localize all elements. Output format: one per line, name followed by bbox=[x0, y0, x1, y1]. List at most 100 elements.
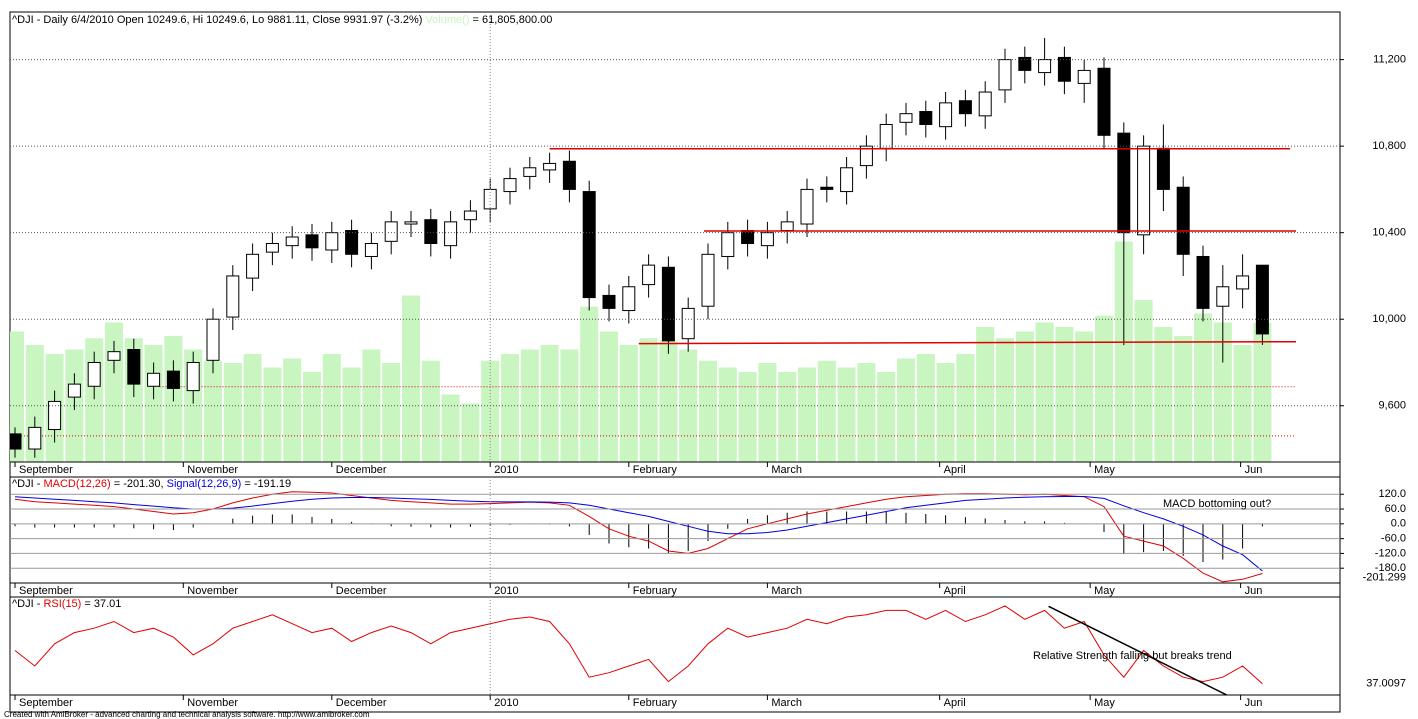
volume-bar bbox=[1114, 241, 1133, 462]
volume-bar bbox=[1075, 331, 1094, 462]
volume-bar bbox=[402, 295, 420, 462]
footer: Created with AmiBroker - advanced charti… bbox=[4, 710, 370, 719]
x-tick-label: November bbox=[187, 585, 238, 597]
y-tick-label: 60.0 bbox=[1385, 503, 1406, 515]
legend-entry: Volume() bbox=[425, 14, 469, 26]
candle-body bbox=[226, 275, 240, 318]
volume-bar bbox=[382, 363, 401, 462]
volume-bar bbox=[263, 367, 282, 462]
x-tick-label: November bbox=[187, 464, 238, 476]
candle-body bbox=[998, 59, 1012, 91]
volume-bar bbox=[600, 331, 618, 462]
candle-body bbox=[879, 124, 893, 149]
x-tick-label: December bbox=[336, 585, 387, 597]
x-tick-label: April bbox=[944, 464, 966, 476]
candle-body bbox=[523, 167, 537, 177]
candle-body bbox=[364, 242, 378, 257]
series-readout: = 37.01 bbox=[81, 598, 121, 610]
title-text: ^DJI - bbox=[12, 478, 43, 490]
x-tick-label: September bbox=[19, 585, 73, 597]
candle-body bbox=[147, 372, 161, 387]
volume-bar bbox=[1253, 322, 1272, 462]
volume-bar bbox=[441, 394, 460, 462]
x-tick-label: November bbox=[187, 697, 238, 709]
x-tick-label: April bbox=[944, 697, 966, 709]
volume-bar bbox=[718, 367, 737, 462]
candle-body bbox=[602, 294, 616, 309]
volume-bar bbox=[857, 363, 876, 462]
candle-body bbox=[48, 400, 62, 431]
y-tick-label: 9,600 bbox=[1378, 400, 1406, 412]
x-tick-label: December bbox=[336, 697, 387, 709]
candle-body bbox=[1255, 264, 1269, 335]
panel-title: ^DJI - RSI(15) = 37.01 bbox=[12, 598, 121, 610]
y-tick-label: 0.0 bbox=[1391, 518, 1406, 530]
candle-body bbox=[1196, 255, 1210, 309]
legend-entry: MACD(12,26) bbox=[43, 478, 110, 490]
candle-body bbox=[661, 266, 675, 342]
volume-bar bbox=[936, 363, 955, 462]
x-tick-label: May bbox=[1094, 585, 1115, 597]
candle-body bbox=[721, 232, 735, 257]
candle-body bbox=[1216, 286, 1230, 307]
candle-body bbox=[285, 236, 299, 247]
candle-body bbox=[1236, 275, 1250, 290]
candle-body bbox=[206, 318, 220, 361]
volume-bar bbox=[738, 372, 757, 462]
volume-bar bbox=[560, 349, 579, 462]
y-tick-label: 10,400 bbox=[1372, 227, 1406, 239]
volume-bar bbox=[1055, 327, 1074, 462]
legend-entry: RSI(15) bbox=[43, 598, 81, 610]
volume-bar bbox=[223, 363, 242, 462]
legend-entry: Signal(12,26,9) bbox=[167, 478, 242, 490]
candle-body bbox=[1097, 67, 1111, 136]
trend-level bbox=[638, 340, 1297, 345]
volume-bar bbox=[362, 349, 381, 462]
candle-body bbox=[87, 361, 101, 387]
volume-bar bbox=[1213, 322, 1232, 462]
series-readout: = -191.19 bbox=[241, 478, 291, 490]
volume-bar bbox=[461, 403, 480, 462]
annotation: MACD bottoming out? bbox=[1163, 498, 1271, 510]
candle-body bbox=[186, 361, 200, 392]
volume-bar bbox=[1194, 313, 1212, 462]
candle-body bbox=[562, 160, 576, 190]
candle-body bbox=[958, 100, 972, 115]
volume-bar bbox=[699, 360, 717, 462]
candle-body bbox=[840, 167, 854, 193]
volume-bar bbox=[1015, 331, 1034, 462]
x-tick-label: May bbox=[1094, 697, 1115, 709]
x-tick-label: Jun bbox=[1245, 697, 1263, 709]
candle-body bbox=[444, 221, 458, 247]
candle-body bbox=[166, 370, 180, 389]
volume-bar bbox=[421, 360, 440, 462]
panel-title: ^DJI - MACD(12,26) = -201.30, Signal(12,… bbox=[12, 478, 291, 490]
last-value-label: -201.299 bbox=[1363, 571, 1406, 583]
candle-body bbox=[1077, 69, 1091, 84]
candle-body bbox=[325, 232, 339, 251]
candle-body bbox=[345, 230, 359, 255]
x-tick-label: 2010 bbox=[494, 585, 518, 597]
trend-line bbox=[1048, 605, 1228, 695]
x-tick-label: February bbox=[633, 697, 678, 709]
candle-body bbox=[463, 210, 477, 221]
x-tick-label: 2010 bbox=[494, 464, 518, 476]
x-tick-label: February bbox=[633, 585, 678, 597]
x-tick-label: May bbox=[1094, 464, 1115, 476]
candle-body bbox=[246, 253, 260, 279]
plot bbox=[14, 605, 1263, 695]
candle-body bbox=[305, 234, 319, 249]
candle-body bbox=[543, 162, 557, 171]
candle-body bbox=[1057, 56, 1071, 82]
volume-bar bbox=[1174, 336, 1193, 462]
volume-bar bbox=[659, 340, 678, 462]
candle-body bbox=[28, 426, 42, 450]
candle-body bbox=[760, 232, 774, 247]
indicator-line bbox=[14, 605, 1263, 685]
volume-bar bbox=[204, 360, 222, 462]
candle-body bbox=[622, 286, 636, 312]
volume-bar bbox=[1233, 345, 1252, 462]
volume-bar bbox=[342, 367, 361, 462]
volume-bar bbox=[837, 367, 856, 462]
